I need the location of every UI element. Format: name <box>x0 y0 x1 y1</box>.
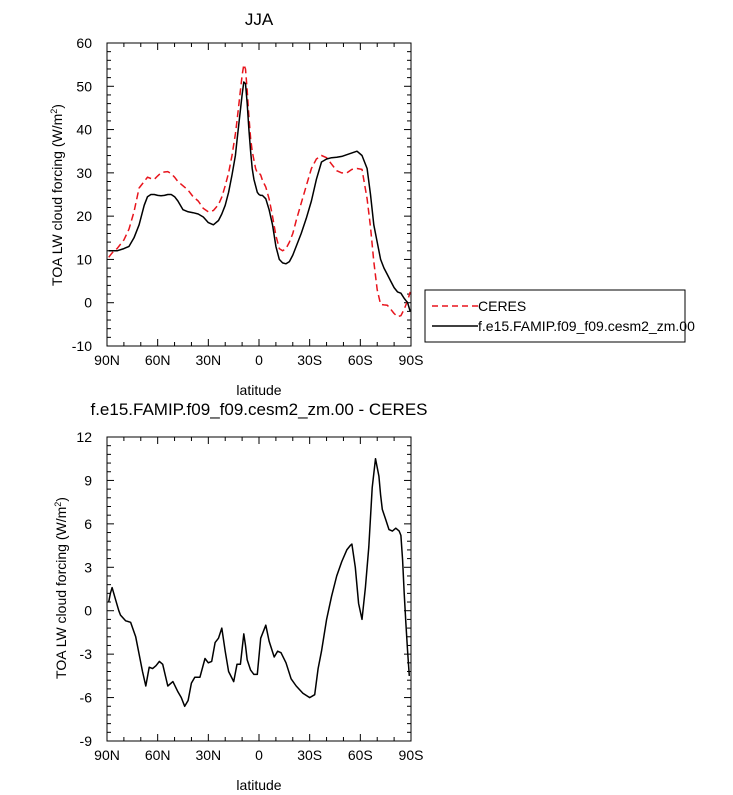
y-axis-label: TOA LW cloud forcing (W/m2) <box>53 497 69 679</box>
chart-difference: f.e15.FAMIP.f09_f09.cesm2_zm.00 - CERES … <box>53 400 428 793</box>
series-line-f-e15-famip-f09-f09-cesm2-zm-00 <box>108 81 411 312</box>
y-axis-label-main: TOA LW cloud forcing (W/m <box>53 507 69 679</box>
y-tick-label: 30 <box>76 165 92 181</box>
x-axis-label: latitude <box>236 382 281 398</box>
y-axis-label-sup: 2 <box>49 109 59 114</box>
y-tick-label: -10 <box>72 338 92 354</box>
chart-jja: JJA 90N 60N 30N 0 30S 60S 90S -10 0 10 20 30 40 50 60… <box>49 10 695 398</box>
y-tick-label: 60 <box>76 35 92 51</box>
series-group <box>107 457 411 708</box>
series-group <box>108 63 411 318</box>
x-tick-labels: 90N 60N 30N 0 30S 60S 90S <box>94 352 423 368</box>
y-tick-label: -3 <box>80 646 93 662</box>
y-tick-label: 20 <box>76 208 92 224</box>
y-tick-label: -9 <box>80 733 93 749</box>
plot-frame <box>106 436 412 742</box>
y-tick-label: -6 <box>80 690 93 706</box>
x-tick-label: 0 <box>255 747 263 763</box>
chart-title: f.e15.FAMIP.f09_f09.cesm2_zm.00 - CERES <box>90 400 427 419</box>
y-tick-label: 0 <box>84 295 92 311</box>
series-line-ceres <box>108 63 411 318</box>
x-axis-label: latitude <box>236 777 281 793</box>
y-tick-labels: -9 -6 -3 0 3 6 9 12 <box>76 429 92 749</box>
legend-label-ceres: CERES <box>478 298 526 314</box>
legend-box <box>424 289 686 343</box>
x-tick-label: 30N <box>195 747 221 763</box>
x-tick-label: 30S <box>297 747 322 763</box>
x-tick-label: 60N <box>145 747 171 763</box>
y-tick-label: 12 <box>76 429 92 445</box>
plot-frame <box>106 42 412 347</box>
y-axis-label-sup: 2 <box>53 502 63 507</box>
legend-label-model: f.e15.FAMIP.f09_f09.cesm2_zm.00 <box>478 318 695 334</box>
series-line-f-e15-famip-f09-f09-cesm2-zm-00-ceres <box>107 457 411 708</box>
y-axis-label-close: ) <box>53 497 69 502</box>
y-tick-label: 50 <box>76 78 92 94</box>
y-axis-label-close: ) <box>49 104 65 109</box>
y-tick-label: 40 <box>76 122 92 138</box>
tick-marks <box>106 436 412 742</box>
y-tick-label: 6 <box>84 516 92 532</box>
x-tick-label: 60S <box>348 747 373 763</box>
x-tick-label: 60S <box>348 352 373 368</box>
x-tick-label: 90N <box>94 352 120 368</box>
x-tick-label: 60N <box>145 352 171 368</box>
x-tick-label: 30N <box>195 352 221 368</box>
y-tick-label: 3 <box>84 559 92 575</box>
y-tick-label: 0 <box>84 603 92 619</box>
y-tick-labels: -10 0 10 20 30 40 50 60 <box>72 35 92 354</box>
x-tick-labels: 90N 60N 30N 0 30S 60S 90S <box>94 747 423 763</box>
x-tick-label: 30S <box>297 352 322 368</box>
x-tick-label: 90S <box>399 747 424 763</box>
legend: CERES f.e15.FAMIP.f09_f09.cesm2_zm.00 <box>424 289 695 343</box>
y-tick-label: 10 <box>76 251 92 267</box>
chart-title: JJA <box>245 10 274 29</box>
x-tick-label: 90N <box>94 747 120 763</box>
y-axis-label: TOA LW cloud forcing (W/m2) <box>49 104 65 286</box>
y-axis-label-main: TOA LW cloud forcing (W/m <box>49 114 65 286</box>
x-tick-label: 90S <box>399 352 424 368</box>
x-tick-label: 0 <box>255 352 263 368</box>
y-tick-label: 9 <box>84 472 92 488</box>
